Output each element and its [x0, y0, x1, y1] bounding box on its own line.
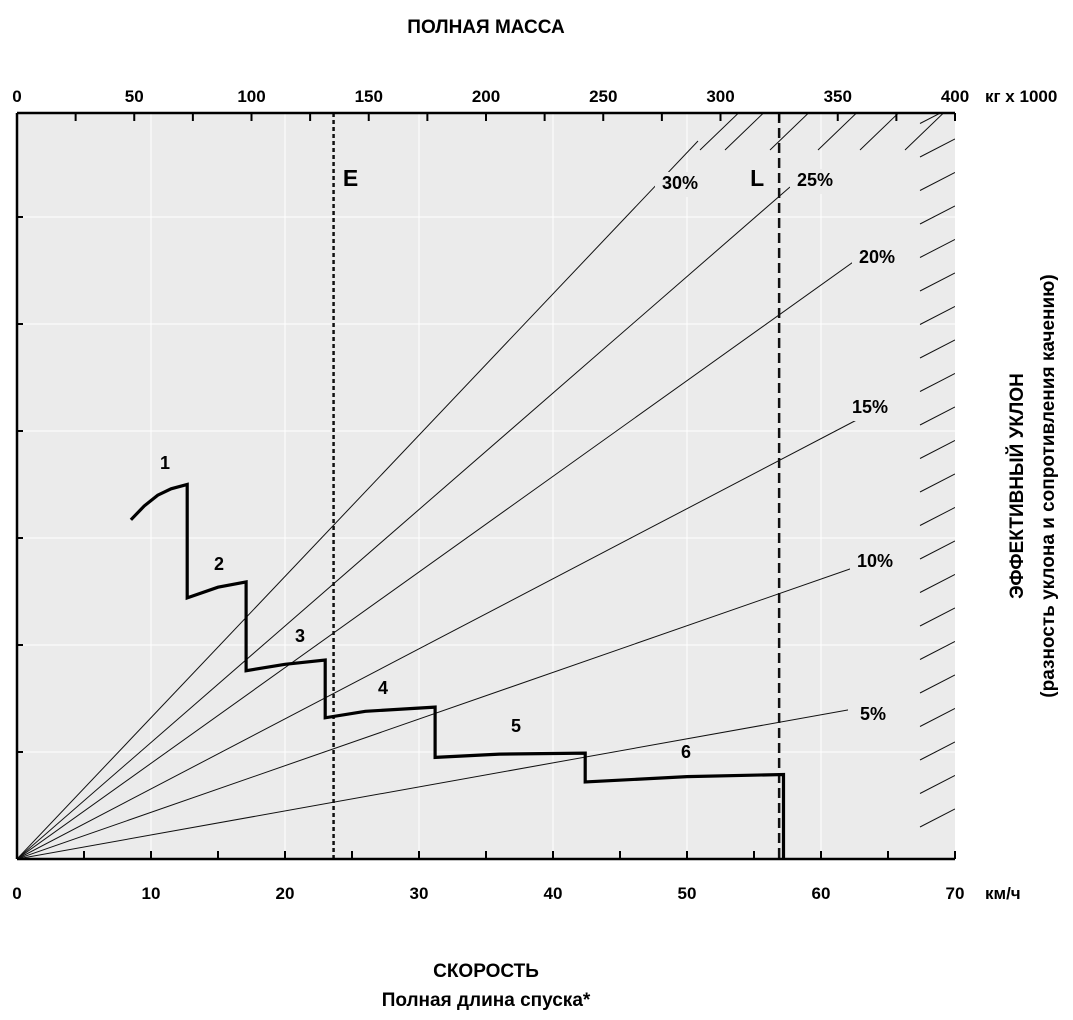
hatch-line	[919, 373, 955, 392]
bottom-axis-title: СКОРОСТЬ	[433, 961, 539, 982]
marker-label: E	[343, 165, 358, 191]
top-tick-label: 300	[706, 87, 734, 106]
grade-label-bg	[848, 703, 898, 728]
hatch-line	[904, 113, 945, 151]
hatch-line	[919, 205, 955, 225]
bottom-axis-tick-labels: 0 10 20 30 40 50 60 70	[12, 884, 964, 903]
marker-lines	[332, 113, 781, 859]
bottom-tick-label: 50	[678, 884, 697, 903]
hatch-line	[919, 507, 955, 526]
hatch-line	[919, 138, 955, 158]
hatch-line	[919, 113, 942, 124]
marker-label: L	[750, 165, 764, 191]
curve-group	[129, 482, 786, 859]
grade-line	[17, 561, 871, 859]
hatch-line	[919, 540, 955, 560]
right-axis-title: ЭФФЕКТИВНЫЙ УКЛОН	[1006, 373, 1028, 599]
top-axis-title: ПОЛНАЯ МАССА	[407, 17, 565, 38]
grade-label: 30%	[662, 173, 698, 193]
top-axis-unit: кг х 1000	[985, 87, 1057, 106]
top-tick-label: 400	[941, 87, 969, 106]
hatch-line	[919, 574, 955, 593]
top-tick-label: 250	[589, 87, 617, 106]
top-tick-label: 150	[355, 87, 383, 106]
hatch-line	[919, 339, 955, 359]
plot-area	[17, 113, 955, 859]
hatch-line	[919, 440, 955, 459]
annotations: E L 1 2 3 4 5 6	[160, 165, 764, 762]
top-tick-label: 100	[237, 87, 265, 106]
hatch-lines	[699, 113, 955, 828]
hatch-line	[919, 172, 955, 191]
hatch-line	[919, 306, 955, 325]
hatch-line	[919, 808, 955, 828]
retarder-curve	[129, 482, 786, 859]
hatch-line	[919, 406, 955, 426]
grade-label: 5%	[860, 704, 886, 724]
grade-label: 25%	[797, 170, 833, 190]
hatch-line	[919, 641, 955, 660]
grade-line	[17, 186, 791, 859]
grade-line	[17, 249, 871, 859]
gear-label: 4	[378, 678, 388, 698]
gear-label: 6	[681, 742, 691, 762]
hatch-line	[919, 674, 955, 694]
grade-line	[17, 705, 871, 859]
hatch-line	[919, 607, 955, 627]
grade-label: 10%	[857, 551, 893, 571]
top-axis-tick-labels: 0 50 100 150 200 250 300 350 400	[12, 87, 969, 106]
hatch-line	[919, 708, 955, 727]
grade-label-boxes: 30% 25% 20% 15% 10% 5%	[655, 169, 902, 728]
bottom-tick-label: 20	[276, 884, 295, 903]
bottom-tick-label: 60	[812, 884, 831, 903]
gear-label: 5	[511, 716, 521, 736]
hatch-line	[919, 775, 955, 794]
bottom-tick-label: 0	[12, 884, 21, 903]
grade-label-bg	[845, 396, 895, 421]
grade-line	[17, 412, 871, 859]
bottom-axis-subtitle: Полная длина спуска*	[382, 990, 591, 1011]
hatch-line	[769, 113, 810, 151]
gear-label: 2	[214, 554, 224, 574]
hatch-line	[817, 113, 858, 151]
hatch-line	[859, 113, 900, 151]
right-axis-subtitle: (разность уклона и сопротивления качению…	[1038, 274, 1059, 697]
grade-label-bg	[655, 172, 705, 197]
grade-lines	[17, 140, 871, 859]
bottom-axis-unit: км/ч	[985, 884, 1021, 903]
hatch-line	[919, 741, 955, 761]
grade-label: 20%	[859, 247, 895, 267]
grade-line	[17, 140, 699, 859]
gear-label: 1	[160, 453, 170, 473]
bottom-tick-label: 30	[410, 884, 429, 903]
hatch-line	[724, 113, 765, 151]
top-tick-label: 350	[824, 87, 852, 106]
grade-label: 15%	[852, 397, 888, 417]
top-tick-label: 50	[125, 87, 144, 106]
hatch-line	[919, 272, 955, 292]
grid-lines	[17, 113, 955, 859]
bottom-tick-label: 10	[142, 884, 161, 903]
hatch-line	[699, 113, 740, 151]
top-tick-label: 200	[472, 87, 500, 106]
grade-label-bg	[790, 169, 840, 194]
hatch-line	[919, 473, 955, 493]
top-tick-label: 0	[12, 87, 21, 106]
hatch-line	[919, 239, 955, 258]
grade-label-bg	[852, 246, 902, 271]
gear-label: 3	[295, 626, 305, 646]
bottom-tick-label: 40	[544, 884, 563, 903]
bottom-tick-label: 70	[946, 884, 965, 903]
grade-label-bg	[850, 550, 900, 575]
axis-ticks	[16, 113, 956, 859]
